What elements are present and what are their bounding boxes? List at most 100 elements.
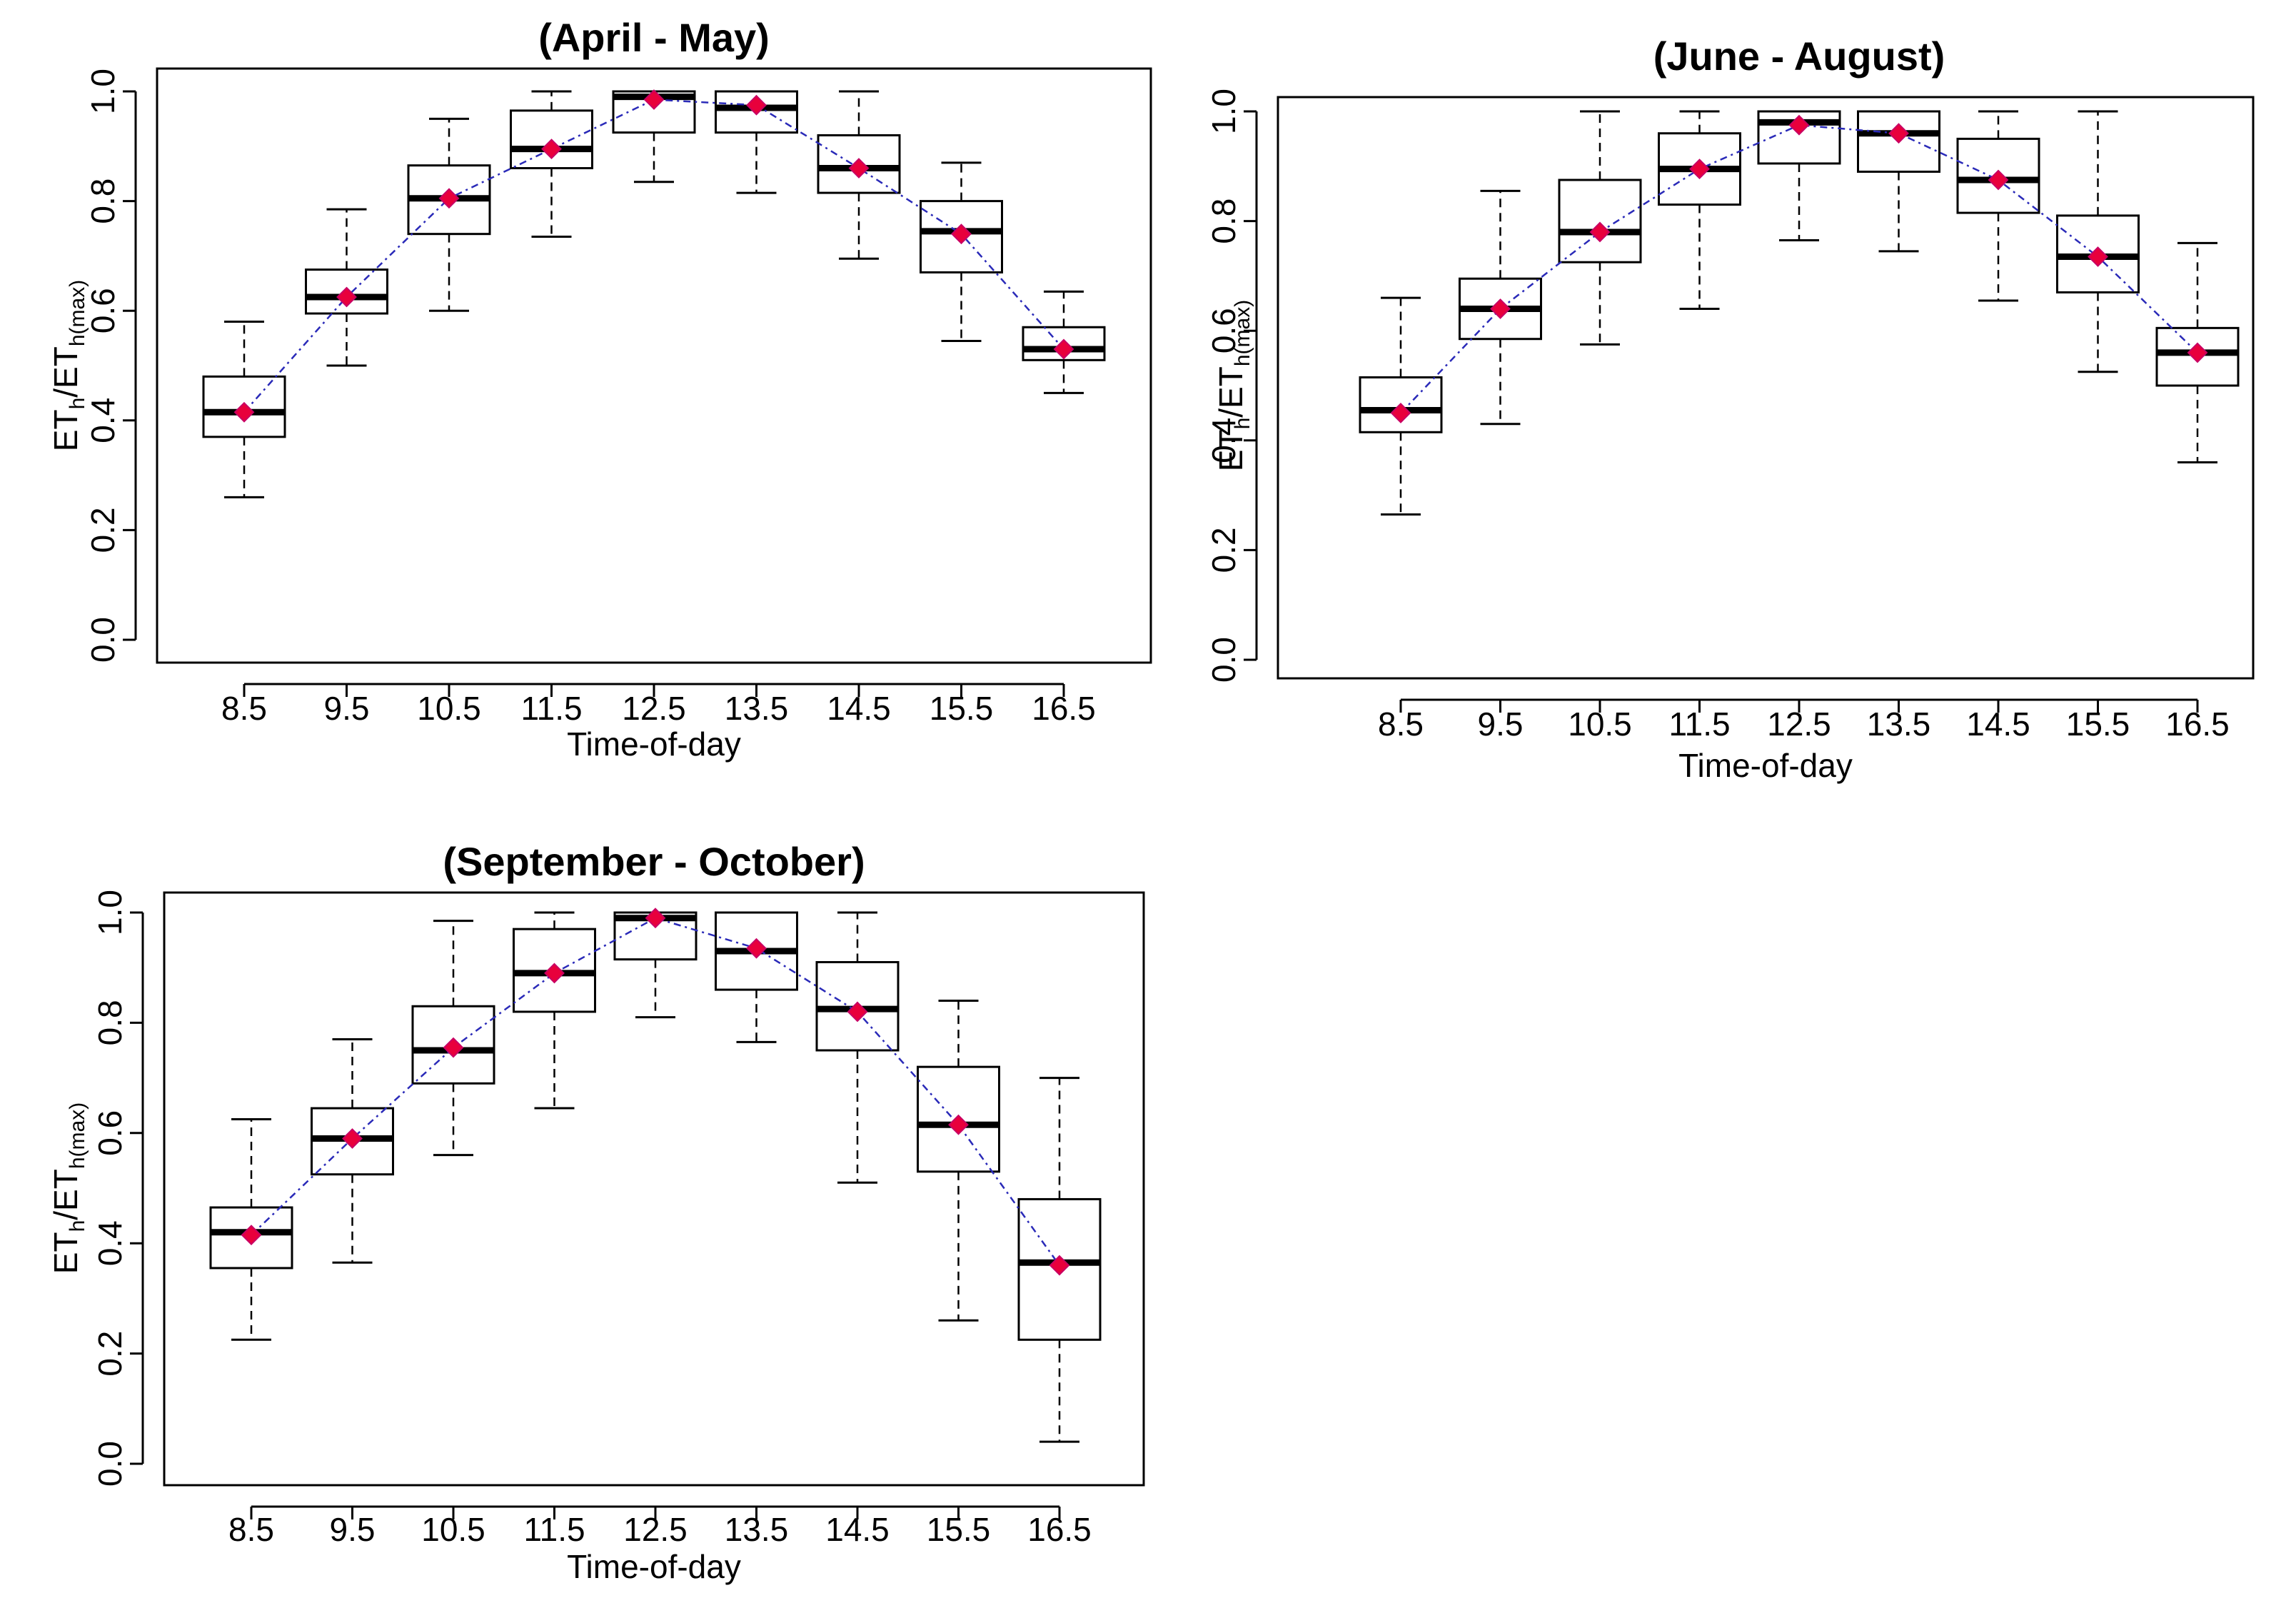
box-13.5 bbox=[715, 911, 798, 1043]
y-tick-label: 1.0 bbox=[1205, 89, 1242, 134]
mean-trend-line bbox=[251, 917, 1061, 1266]
x-tick-label: 14.5 bbox=[827, 690, 891, 727]
mean-marker-11.5 bbox=[544, 963, 565, 984]
chart-title: (June - August) bbox=[1653, 34, 1945, 79]
y-axis-label-part: /ET bbox=[47, 346, 84, 398]
mean-marker-9.5 bbox=[1490, 298, 1511, 319]
y-tick-label: 0.2 bbox=[91, 1331, 129, 1377]
mean-marker-15.5 bbox=[2088, 246, 2108, 267]
chart-september-october-svg: (September - October) 0.0 0.2 0.4 0.6 0.8 1.0 E… bbox=[47, 839, 1145, 1585]
plot-frame bbox=[163, 891, 1145, 1487]
y-tick-label: 0.0 bbox=[84, 617, 121, 663]
mean-marker-14.5 bbox=[847, 1001, 868, 1022]
mean-marker-14.5 bbox=[848, 158, 870, 179]
box-body bbox=[1558, 179, 1642, 263]
mean-marker-8.5 bbox=[233, 401, 255, 423]
x-axis-label: Time-of-day bbox=[567, 1548, 741, 1585]
y-axis-label-part: ET bbox=[47, 1232, 84, 1274]
x-tick-label: 13.5 bbox=[725, 690, 789, 727]
x-tick-label: 11.5 bbox=[1668, 705, 1730, 743]
box-11.5 bbox=[513, 911, 596, 1110]
y-tick-label: 0.0 bbox=[91, 1441, 129, 1487]
x-tick-label: 8.5 bbox=[228, 1511, 274, 1548]
chart-april-may: (April - May) 0.0 0.2 0.4 0.6 0.8 1.0 ETh/ETh(m… bbox=[0, 0, 1171, 778]
mean-marker-10.5 bbox=[438, 188, 460, 209]
box-15.5 bbox=[917, 1000, 1000, 1322]
mean-marker-11.5 bbox=[541, 139, 562, 160]
mean-marker-9.5 bbox=[336, 286, 357, 308]
box-14.5 bbox=[1956, 110, 2040, 302]
y-tick-label: 0.4 bbox=[1205, 418, 1242, 463]
y-axis-label-part: /ET bbox=[47, 1169, 84, 1220]
x-tick-label: 12.5 bbox=[623, 1511, 688, 1548]
x-axis-label: Time-of-day bbox=[1678, 747, 1853, 784]
mean-marker-16.5 bbox=[2187, 342, 2208, 363]
mean-marker-10.5 bbox=[1589, 221, 1611, 243]
y-tick-label: 0.8 bbox=[1205, 199, 1242, 244]
mean-marker-11.5 bbox=[1689, 159, 1710, 180]
x-tick-label: 14.5 bbox=[1966, 705, 2030, 743]
mean-marker-13.5 bbox=[746, 938, 767, 959]
mean-marker-8.5 bbox=[1390, 402, 1411, 423]
y-axis-label-subscript: h(max) bbox=[1231, 300, 1254, 366]
mean-marker-12.5 bbox=[1788, 114, 1810, 136]
box-10.5 bbox=[407, 117, 491, 312]
y-axis-label-subscript: h bbox=[1231, 418, 1254, 430]
mean-marker-15.5 bbox=[948, 1114, 969, 1135]
chart-title: (April - May) bbox=[538, 15, 770, 60]
y-axis-label-subscript: h(max) bbox=[66, 280, 89, 346]
x-axis-label: Time-of-day bbox=[567, 725, 741, 763]
x-tick-label: 12.5 bbox=[1767, 705, 1831, 743]
y-axis-label: ETh/ETh(max) bbox=[1212, 300, 1254, 471]
x-tick-label: 13.5 bbox=[725, 1511, 789, 1548]
y-tick-label: 0.6 bbox=[91, 1110, 129, 1156]
x-tick-label: 16.5 bbox=[2165, 705, 2230, 743]
chart-june-august: (June - August) 0.0 0.2 0.4 0.6 0.8 1.0 ETh/ETh… bbox=[1171, 0, 2296, 800]
y-axis-label-subscript: h bbox=[66, 398, 89, 410]
y-tick-label: 0.2 bbox=[1205, 527, 1242, 573]
box-14.5 bbox=[817, 90, 901, 260]
x-tick-label: 8.5 bbox=[1378, 705, 1424, 743]
x-tick-label: 16.5 bbox=[1027, 1511, 1092, 1548]
mean-marker-14.5 bbox=[1988, 169, 2009, 191]
x-tick-label: 11.5 bbox=[520, 690, 582, 727]
y-tick-label: 0.8 bbox=[91, 1000, 129, 1045]
box-11.5 bbox=[510, 90, 593, 238]
mean-trend-line bbox=[1400, 124, 2198, 414]
box-10.5 bbox=[1558, 110, 1642, 346]
x-tick-label: 13.5 bbox=[1867, 705, 1931, 743]
x-tick-label: 16.5 bbox=[1032, 690, 1096, 727]
x-tick-label: 15.5 bbox=[927, 1511, 991, 1548]
y-tick-label: 1.0 bbox=[91, 890, 129, 935]
y-tick-label: 0.4 bbox=[84, 398, 121, 443]
x-tick-label: 15.5 bbox=[2066, 705, 2130, 743]
mean-marker-13.5 bbox=[746, 94, 767, 116]
box-15.5 bbox=[920, 161, 1003, 342]
box-11.5 bbox=[1658, 110, 1741, 310]
y-axis-label: ETh/ETh(max) bbox=[47, 1102, 89, 1274]
chart-title: (September - October) bbox=[443, 839, 865, 884]
mean-marker-12.5 bbox=[643, 89, 665, 110]
x-tick-label: 10.5 bbox=[421, 1511, 485, 1548]
chart-september-october: (September - October) 0.0 0.2 0.4 0.6 0.8 1.0 E… bbox=[0, 800, 1171, 1599]
x-tick-label: 9.5 bbox=[330, 1511, 376, 1548]
x-tick-label: 14.5 bbox=[825, 1511, 890, 1548]
box-9.5 bbox=[311, 1038, 394, 1264]
y-tick-label: 0.6 bbox=[84, 288, 121, 333]
y-tick-label: 0.8 bbox=[84, 179, 121, 224]
mean-marker-12.5 bbox=[645, 908, 666, 929]
mean-marker-13.5 bbox=[1888, 123, 1909, 144]
y-tick-label: 1.0 bbox=[84, 69, 121, 114]
y-tick-label: 0.6 bbox=[1205, 308, 1242, 353]
mean-marker-9.5 bbox=[342, 1128, 363, 1149]
y-axis-label-part: ET bbox=[1212, 429, 1249, 471]
plot-frame bbox=[1277, 96, 2255, 680]
mean-marker-16.5 bbox=[1049, 1255, 1070, 1276]
y-tick-label: 0.2 bbox=[84, 507, 121, 553]
x-tick-label: 12.5 bbox=[622, 690, 686, 727]
y-axis-label: ETh/ETh(max) bbox=[47, 280, 89, 451]
box-15.5 bbox=[2056, 110, 2140, 373]
chart-june-august-svg: (June - August) 0.0 0.2 0.4 0.6 0.8 1.0 ETh/ETh… bbox=[1205, 34, 2255, 784]
x-tick-label: 15.5 bbox=[930, 690, 994, 727]
x-tick-label: 8.5 bbox=[221, 690, 267, 727]
